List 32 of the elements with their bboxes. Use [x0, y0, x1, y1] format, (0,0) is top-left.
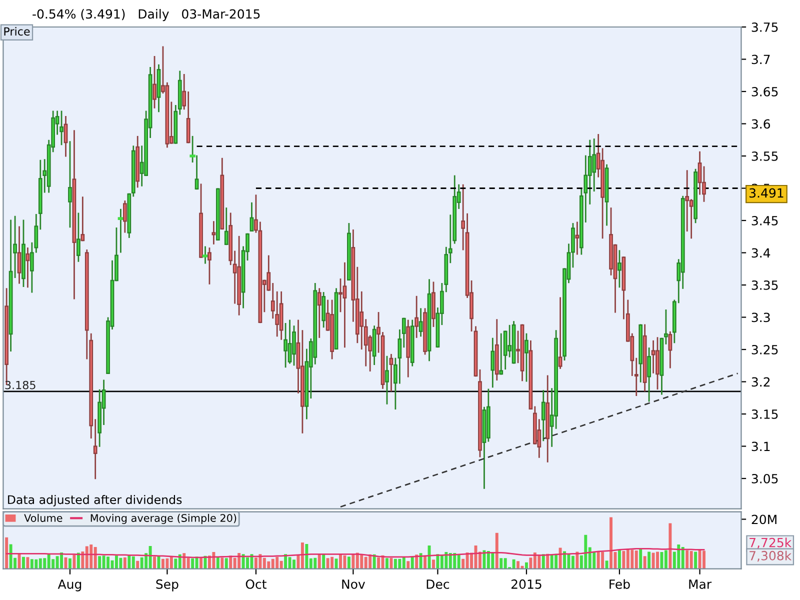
y-tick-label: 3.2: [752, 377, 770, 387]
legend-label: Volume: [24, 514, 62, 522]
y-tick-label: 3.35: [752, 280, 778, 290]
y-tick-label: 3.4: [752, 248, 770, 258]
x-tick-label: Oct: [246, 579, 266, 589]
annotation: Price: [4, 27, 30, 36]
y-tick-label: 3.05: [752, 474, 778, 484]
y-tick-label: 3.15: [752, 409, 778, 419]
text: 7,725k: [750, 538, 792, 549]
text: 7,308k: [750, 550, 792, 562]
y-tick-label: 3.65: [752, 86, 778, 96]
ref-line-label: 3.185: [5, 380, 36, 390]
chart-title: -0.54% (3.491) Daily 03-Mar-2015: [32, 9, 260, 22]
y-tick-label: 3.1: [752, 442, 770, 452]
x-tick-label: Dec: [426, 580, 450, 589]
y-tick-label: 3.75: [752, 22, 778, 32]
x-tick-label: 2015: [511, 579, 542, 589]
text: 3.491: [750, 188, 784, 198]
x-tick-label: Sep: [156, 579, 178, 592]
y-tick-label: 20M: [752, 514, 776, 524]
y-tick-label: 3.25: [752, 344, 778, 354]
x-tick-label: Feb: [610, 579, 630, 589]
y-tick-label: 3.6: [752, 119, 770, 129]
annotation: Data adjusted after dividends: [8, 494, 182, 506]
y-tick-label: 3.45: [752, 216, 778, 226]
y-tick-label: 3.55: [752, 151, 778, 161]
x-tick-label: Nov: [342, 580, 366, 589]
legend-label: Moving average (Simple 20): [90, 514, 236, 524]
y-tick-label: 3.7: [752, 54, 770, 64]
x-tick-label: Mar: [689, 580, 712, 589]
y-tick-label: 3.3: [752, 312, 770, 322]
x-tick-label: Aug: [58, 580, 82, 592]
